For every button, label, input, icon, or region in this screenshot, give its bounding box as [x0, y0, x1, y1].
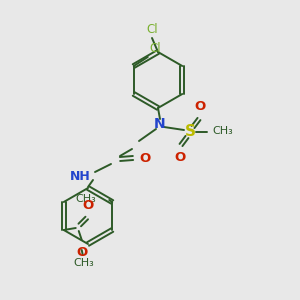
Text: NH: NH	[70, 169, 91, 182]
Text: O: O	[82, 199, 93, 212]
Text: CH₃: CH₃	[74, 258, 94, 268]
Text: O: O	[174, 151, 186, 164]
Text: O: O	[194, 100, 206, 113]
Text: O: O	[139, 152, 150, 164]
Text: CH₃: CH₃	[212, 126, 233, 136]
Text: CH₃: CH₃	[76, 194, 96, 204]
Text: Cl: Cl	[146, 23, 158, 36]
Text: O: O	[76, 246, 87, 259]
Text: N: N	[154, 117, 166, 131]
Text: S: S	[184, 124, 196, 140]
Text: Cl: Cl	[150, 42, 161, 55]
